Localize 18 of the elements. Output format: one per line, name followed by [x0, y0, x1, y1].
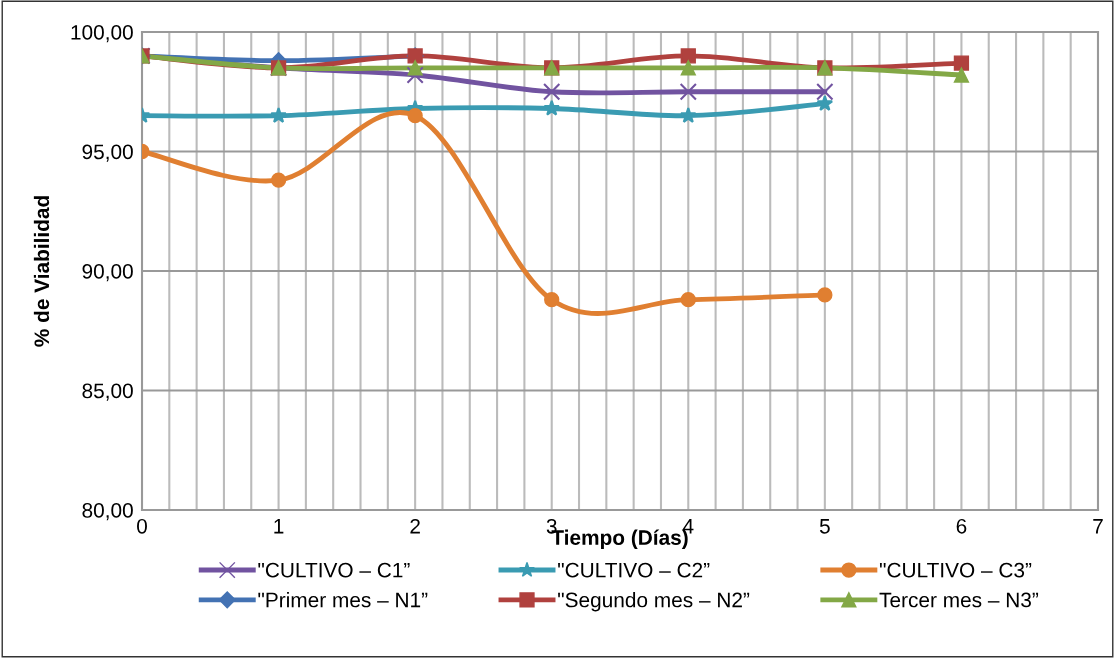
legend-label: "CULTIVO – C1”: [258, 562, 410, 578]
x-tick-label: 5: [819, 519, 830, 534]
x-tick-label: 6: [956, 518, 967, 534]
x-tick-label: 2: [410, 518, 420, 534]
legend-label: "Primer mes – N1”: [258, 592, 428, 608]
y-tick-label: 85,00: [82, 383, 133, 401]
x-tick-label: 1: [274, 519, 284, 534]
legend-label: "CULTIVO – C3”: [879, 562, 1032, 578]
y-axis-title: % de Viabilidad: [33, 196, 50, 347]
y-tick-label: 90,00: [82, 264, 133, 282]
legend-label: "Segundo mes – N2”: [558, 592, 750, 612]
y-tick-label: 80,00: [82, 503, 133, 521]
legend-label: "CULTIVO – C2”: [558, 562, 710, 578]
x-tick-label: 7: [1093, 519, 1103, 534]
y-tick-label: 95,00: [82, 144, 133, 162]
x-tick-label: 0: [137, 518, 147, 534]
y-tick-label: 100,00: [71, 25, 133, 43]
legend-label: Tercer mes – N3”: [879, 592, 1039, 608]
